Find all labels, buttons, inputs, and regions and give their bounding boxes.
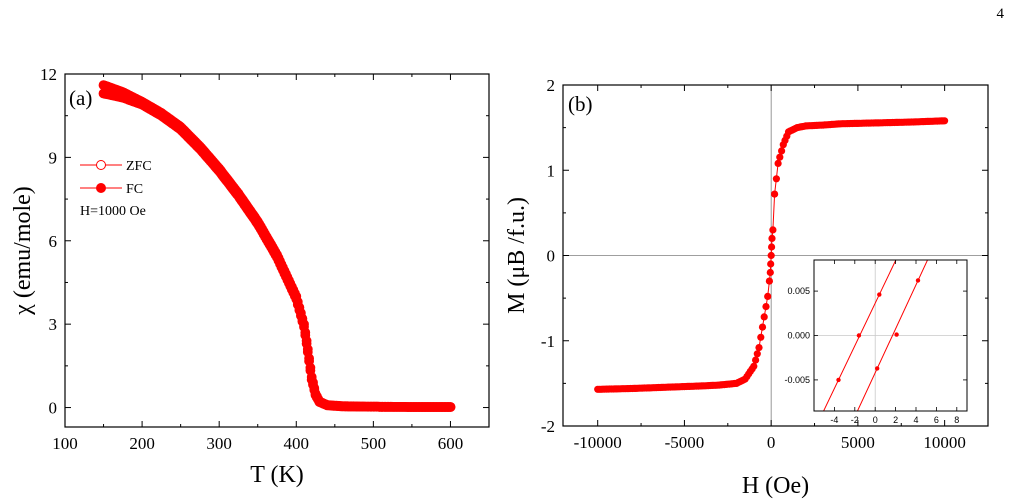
legend-note: H=1000 Oe <box>80 204 146 219</box>
x-axis-title: T (K) <box>250 462 304 488</box>
legend-label: FC <box>126 182 143 197</box>
data-point-fc <box>304 353 315 364</box>
inset-x-tick-label: 6 <box>934 415 939 425</box>
legend: ZFC FC H=1000 Oe <box>80 159 152 219</box>
x-tick-label: 0 <box>767 433 776 452</box>
y-tick-label: 2 <box>547 76 556 95</box>
data-point <box>766 268 774 277</box>
data-point <box>755 344 763 352</box>
data-point-fc <box>300 327 311 338</box>
legend-marker <box>96 183 106 193</box>
inset-data <box>823 260 929 411</box>
data-point <box>764 292 772 300</box>
x-tick-label: 10000 <box>923 433 966 452</box>
data-point <box>765 277 774 285</box>
y-axis-title: M (μB /f.u.) <box>504 197 530 314</box>
x-tick-label: 5000 <box>841 433 875 452</box>
inset-data-point <box>915 278 921 283</box>
inset-data-point <box>894 332 899 337</box>
series-fc <box>98 80 456 412</box>
y-tick-label: 0 <box>49 399 58 418</box>
data-point-fc <box>299 319 309 330</box>
x-tick-label: -5000 <box>665 433 705 452</box>
data-point-fc <box>302 344 313 355</box>
data-point <box>750 362 758 370</box>
inset-chart: -4 -2 0 2 4 6 8 -0.005 0.000 0.005 <box>784 259 968 425</box>
data-point <box>752 356 760 364</box>
y-tick-label: 1 <box>547 161 556 180</box>
inset-y-tick-label: 0.000 <box>787 331 810 341</box>
data-point <box>774 159 782 167</box>
inset-data-point <box>877 292 882 297</box>
data-point <box>753 350 761 358</box>
legend-label: ZFC <box>126 159 152 174</box>
y-tick-label: 3 <box>49 315 58 334</box>
panel-label: (b) <box>568 92 593 116</box>
panel-a-data <box>98 80 456 412</box>
x-tick-label: 600 <box>438 434 464 453</box>
legend-entry: ZFC <box>80 159 152 174</box>
data-point <box>758 323 767 331</box>
inset-x-tick-label: -2 <box>851 415 859 425</box>
panel-b-data <box>594 117 949 393</box>
inset-y-tick-label: 0.005 <box>787 286 810 296</box>
y-tick-label: 0 <box>547 247 556 266</box>
page-number: 4 <box>996 6 1005 22</box>
inset-series-line <box>856 260 929 411</box>
y-tick-label: 12 <box>40 65 57 84</box>
y-axis-title: χ (emu/mole) <box>10 186 36 316</box>
x-tick-label: 100 <box>52 434 78 453</box>
data-point <box>757 333 765 341</box>
inset-y-tick-label: -0.005 <box>784 375 810 385</box>
panel-label: (a) <box>69 86 92 110</box>
y-tick-label: 9 <box>49 148 58 167</box>
inset-data-point <box>875 366 880 371</box>
x-tick-label: 300 <box>206 434 232 453</box>
inset-x-tick-label: -4 <box>830 415 838 425</box>
x-tick-label: 500 <box>361 434 387 453</box>
inset-data-point <box>836 377 841 383</box>
x-tick-label: -10000 <box>574 433 622 452</box>
legend-entry: FC <box>80 182 143 197</box>
data-point <box>769 226 777 234</box>
data-point <box>772 175 781 183</box>
data-point <box>778 147 786 155</box>
inset-x-tick-label: 0 <box>873 415 878 425</box>
inset-x-tick-label: 2 <box>893 415 898 425</box>
data-point <box>768 234 776 242</box>
y-tick-label: 6 <box>49 232 58 251</box>
y-tick-label: -2 <box>541 417 555 436</box>
data-point <box>941 117 949 125</box>
inset-x-tick-label: 4 <box>913 415 918 425</box>
panel-b-chart: -10000 -5000 0 5000 10000 -2 -1 0 1 2 H (Oe) M (μB … <box>504 76 989 499</box>
data-point <box>768 243 776 251</box>
data-point-fc <box>305 362 316 373</box>
data-point <box>776 153 784 161</box>
legend-marker <box>96 160 106 170</box>
data-point <box>767 251 775 260</box>
data-point <box>762 303 770 311</box>
inset-data-point <box>856 333 862 338</box>
data-point <box>771 190 779 198</box>
data-point <box>760 313 768 321</box>
x-tick-label: 400 <box>284 434 310 453</box>
data-point-fc <box>445 402 456 412</box>
inset-x-tick-label: 8 <box>954 415 959 425</box>
panel-a-frame <box>64 73 490 428</box>
data-point <box>767 260 775 268</box>
y-tick-label: -1 <box>541 332 555 351</box>
panel-a-chart: 100 200 300 400 500 600 0 3 6 9 12 T (K) χ (emu/mole… <box>10 65 490 488</box>
data-point-fc <box>301 335 312 346</box>
x-axis-title: H (Oe) <box>742 473 809 499</box>
x-tick-label: 200 <box>129 434 155 453</box>
